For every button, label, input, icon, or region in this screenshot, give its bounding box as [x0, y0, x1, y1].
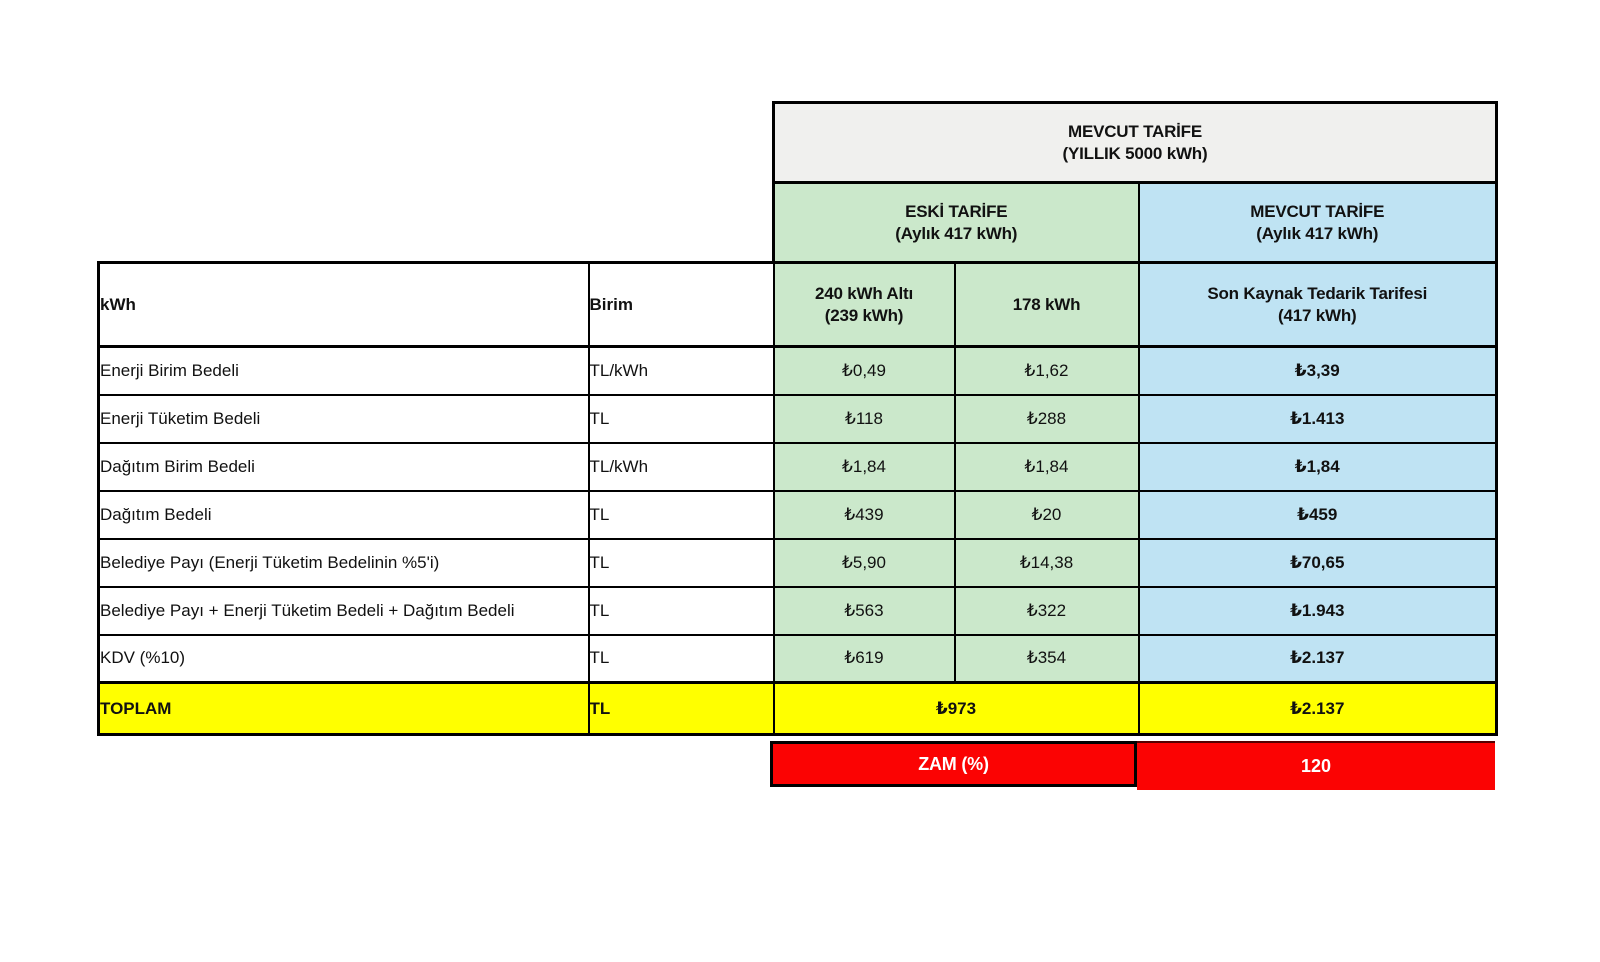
column-header-kwh: kWh [97, 261, 590, 348]
column-header-old1-line2: (239 kWh) [824, 305, 904, 325]
total-label: TOPLAM [97, 681, 590, 736]
row-unit: TL/kWh [587, 441, 775, 492]
table-row: Dağıtım Birim Bedeli TL/kWh ₺1,84 ₺1,84 … [97, 441, 1498, 492]
old-tariff-group-header: ESKİ TARİFE (Aylık 417 kWh) [772, 181, 1140, 264]
value-old1: ₺5,90 [772, 537, 956, 588]
total-old-value: ₺973 [772, 681, 1140, 736]
value-old2: ₺14,38 [953, 537, 1140, 588]
value-old2: ₺354 [953, 633, 1140, 684]
row-label: Belediye Payı + Enerji Tüketim Bedeli + … [97, 585, 590, 636]
value-current: ₺459 [1137, 489, 1498, 540]
total-current-value: ₺2.137 [1137, 681, 1498, 736]
value-old1: ₺1,84 [772, 441, 956, 492]
value-old2: ₺20 [953, 489, 1140, 540]
row-unit: TL [587, 393, 775, 444]
table-row: Belediye Payı + Enerji Tüketim Bedeli + … [97, 585, 1498, 636]
row-label: Enerji Birim Bedeli [97, 345, 590, 396]
old-tariff-group-line1: ESKİ TARİFE [905, 201, 1008, 221]
empty-space [99, 183, 774, 263]
tariff-table: MEVCUT TARİFE (YILLIK 5000 kWh) ESKİ TAR… [97, 101, 1498, 736]
row-unit: TL [587, 633, 775, 684]
value-current: ₺70,65 [1137, 537, 1498, 588]
table-title-line1: MEVCUT TARİFE [1067, 121, 1203, 141]
current-tariff-group-header: MEVCUT TARİFE (Aylık 417 kWh) [1137, 181, 1498, 264]
current-tariff-group-line2: (Aylık 417 kWh) [1256, 223, 1379, 243]
row-label: Enerji Tüketim Bedeli [97, 393, 590, 444]
empty-space [99, 103, 774, 183]
value-old1: ₺563 [772, 585, 956, 636]
value-current: ₺2.137 [1137, 633, 1498, 684]
value-old1: ₺0,49 [772, 345, 956, 396]
value-old1: ₺439 [772, 489, 956, 540]
table-row: Enerji Tüketim Bedeli TL ₺118 ₺288 ₺1.41… [97, 393, 1498, 444]
total-row: TOPLAM TL ₺973 ₺2.137 [97, 681, 1498, 736]
row-label: KDV (%10) [97, 633, 590, 684]
column-header-old1: 240 kWh Altı (239 kWh) [772, 261, 956, 348]
value-old1: ₺118 [772, 393, 956, 444]
row-unit: TL [587, 489, 775, 540]
current-tariff-group-line1: MEVCUT TARİFE [1250, 201, 1385, 221]
value-old2: ₺288 [953, 393, 1140, 444]
column-header-current: Son Kaynak Tedarik Tarifesi (417 kWh) [1137, 261, 1498, 348]
value-current: ₺1,84 [1137, 441, 1498, 492]
increase-row: ZAM (%) 120 [770, 741, 1495, 790]
row-unit: TL [587, 585, 775, 636]
increase-value: 120 [1137, 741, 1495, 790]
table-row: Enerji Birim Bedeli TL/kWh ₺0,49 ₺1,62 ₺… [97, 345, 1498, 396]
increase-label: ZAM (%) [770, 741, 1137, 787]
value-current: ₺1.943 [1137, 585, 1498, 636]
value-old2: ₺1,62 [953, 345, 1140, 396]
row-label: Dağıtım Bedeli [97, 489, 590, 540]
value-old1: ₺619 [772, 633, 956, 684]
value-current: ₺3,39 [1137, 345, 1498, 396]
row-unit: TL [587, 537, 775, 588]
column-header-unit: Birim [587, 261, 775, 348]
row-unit: TL/kWh [587, 345, 775, 396]
column-header-current-line1: Son Kaynak Tedarik Tarifesi [1207, 283, 1428, 303]
value-old2: ₺1,84 [953, 441, 1140, 492]
table-title-cell: MEVCUT TARİFE (YILLIK 5000 kWh) [772, 101, 1498, 184]
total-unit: TL [587, 681, 775, 736]
old-tariff-group-line2: (Aylık 417 kWh) [895, 223, 1018, 243]
column-header-old2: 178 kWh [953, 261, 1140, 348]
row-label: Belediye Payı (Enerji Tüketim Bedelinin … [97, 537, 590, 588]
table-row: KDV (%10) TL ₺619 ₺354 ₺2.137 [97, 633, 1498, 684]
table-title-line2: (YILLIK 5000 kWh) [1062, 143, 1208, 163]
table-row: Belediye Payı (Enerji Tüketim Bedelinin … [97, 537, 1498, 588]
table-row: Dağıtım Bedeli TL ₺439 ₺20 ₺459 [97, 489, 1498, 540]
column-header-current-line2: (417 kWh) [1278, 305, 1357, 325]
row-label: Dağıtım Birim Bedeli [97, 441, 590, 492]
value-current: ₺1.413 [1137, 393, 1498, 444]
column-header-old1-line1: 240 kWh Altı [814, 283, 914, 303]
value-old2: ₺322 [953, 585, 1140, 636]
